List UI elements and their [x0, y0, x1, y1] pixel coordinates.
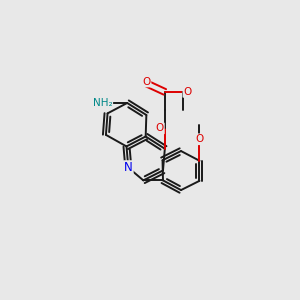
Text: O: O [142, 76, 151, 86]
Text: N: N [124, 161, 133, 174]
Text: O: O [156, 123, 164, 134]
Text: O: O [195, 134, 204, 144]
Text: O: O [183, 87, 192, 97]
Text: NH₂: NH₂ [93, 98, 112, 108]
